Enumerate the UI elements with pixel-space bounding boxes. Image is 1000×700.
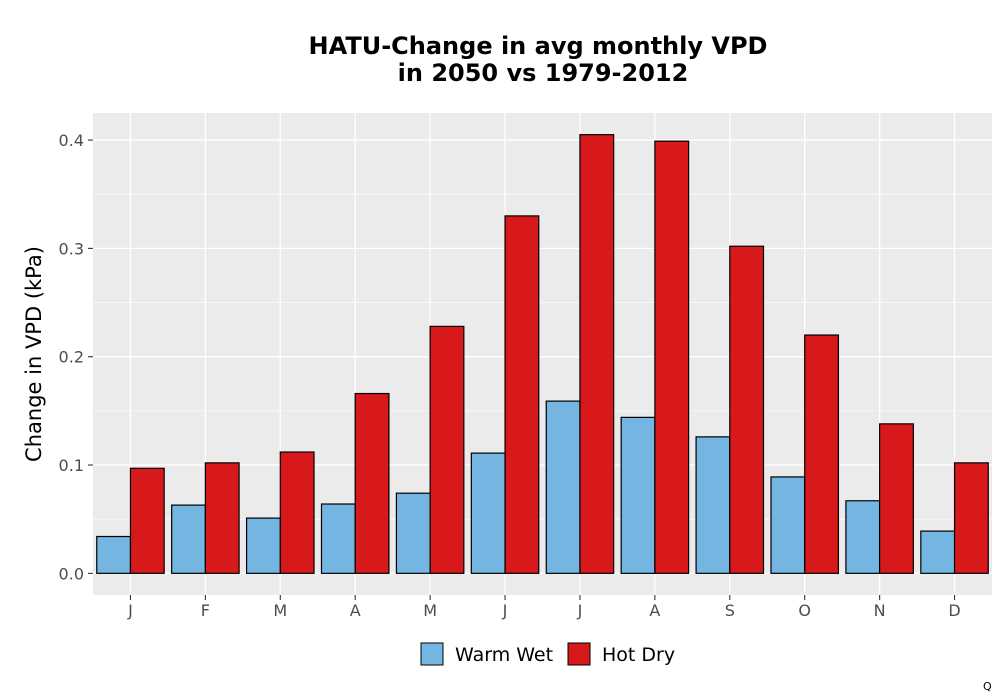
x-tick-label: J <box>127 601 133 620</box>
legend: Warm Wet Hot Dry <box>420 642 675 666</box>
plot-panel <box>93 113 992 595</box>
x-tick-label: M <box>423 601 437 620</box>
x-tick-label: O <box>798 601 811 620</box>
bar-hot-dry <box>879 423 914 574</box>
bars <box>96 134 989 574</box>
bar-warm-wet <box>470 452 506 574</box>
bar-warm-wet <box>695 436 731 574</box>
bar-hot-dry <box>654 140 690 574</box>
x-tick-label: F <box>201 601 210 620</box>
bar-warm-wet <box>545 400 581 574</box>
x-tick-label: S <box>725 601 735 620</box>
legend-key-warm-wet <box>420 642 444 666</box>
x-tick-label: N <box>874 601 886 620</box>
x-tick-label: J <box>577 601 583 620</box>
bar-warm-wet <box>245 517 281 574</box>
bar-hot-dry <box>129 467 165 574</box>
bar-warm-wet <box>320 503 356 574</box>
x-tick-label: M <box>273 601 287 620</box>
bar-warm-wet <box>770 476 806 574</box>
bar-hot-dry <box>204 462 240 574</box>
y-tick-label: 0.1 <box>59 456 84 475</box>
y-axis: 0.0 0.1 0.2 0.3 0.4 <box>59 131 93 583</box>
legend-key-hot-dry <box>567 642 591 666</box>
corner-mark: Q <box>983 680 992 693</box>
bar-hot-dry <box>429 325 465 574</box>
bar-warm-wet <box>171 504 206 574</box>
x-tick-label: J <box>502 601 508 620</box>
bar-warm-wet <box>920 530 956 574</box>
bar-warm-wet <box>620 416 656 574</box>
y-tick-label: 0.3 <box>59 239 84 258</box>
bar-hot-dry <box>953 462 989 574</box>
bar-warm-wet <box>395 492 431 574</box>
y-tick-label: 0.4 <box>59 131 84 150</box>
bar-warm-wet <box>845 500 881 574</box>
bar-hot-dry <box>354 392 390 574</box>
bar-warm-wet <box>96 535 132 574</box>
x-tick-label: D <box>948 601 960 620</box>
bar-hot-dry <box>279 451 315 574</box>
y-tick-label: 0.0 <box>59 564 84 583</box>
legend-label-warm-wet: Warm Wet <box>455 644 553 666</box>
x-tick-label: A <box>350 601 361 620</box>
bar-hot-dry <box>504 215 540 574</box>
chart-title-line-1: HATU-Change in avg monthly VPD <box>309 32 768 60</box>
y-axis-label: Change in VPD (kPa) <box>22 246 46 462</box>
grid-minor <box>93 193 992 520</box>
x-tick-label: A <box>649 601 660 620</box>
legend-label-hot-dry: Hot Dry <box>602 644 675 666</box>
bar-hot-dry <box>729 245 765 574</box>
y-tick-label: 0.2 <box>59 348 84 367</box>
bar-hot-dry <box>579 134 615 574</box>
bar-hot-dry <box>804 334 840 574</box>
chart-title-line-2: in 2050 vs 1979-2012 <box>398 59 689 87</box>
